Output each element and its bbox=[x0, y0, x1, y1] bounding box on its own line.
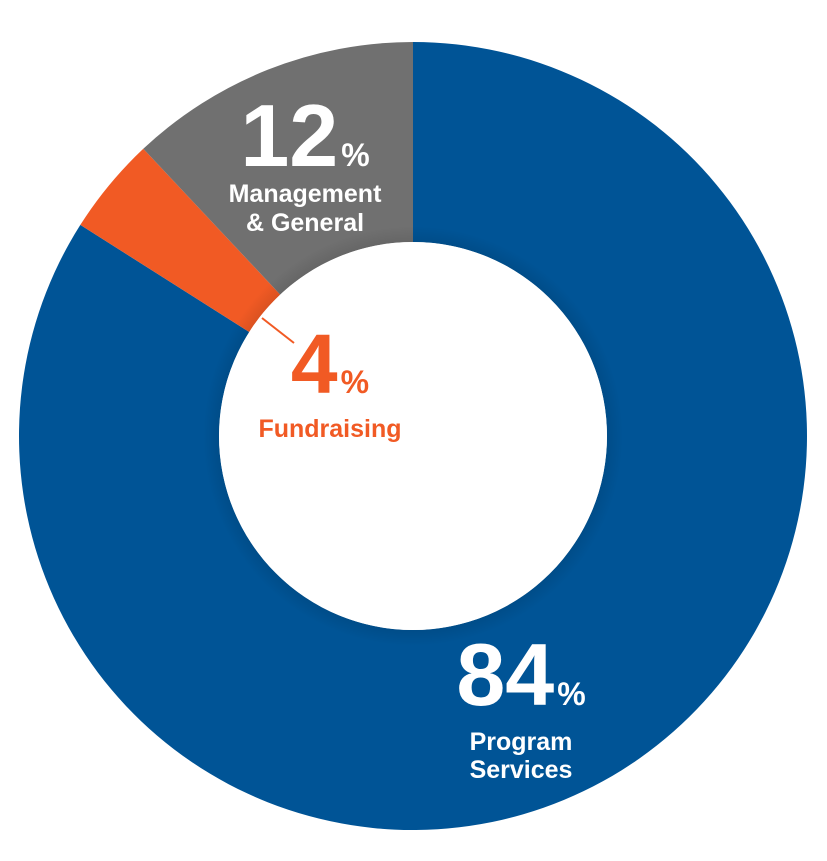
percent-sign: % bbox=[557, 676, 585, 712]
value-number: 84 bbox=[456, 625, 554, 724]
value-label-management-and-general: 12% bbox=[240, 86, 369, 185]
value-number: 12 bbox=[240, 86, 338, 185]
percent-sign: % bbox=[341, 364, 369, 400]
category-label-management-and-general: Management bbox=[229, 180, 382, 208]
label-fundraising: 4% Fundraising bbox=[258, 317, 401, 443]
slice-program-services bbox=[18, 42, 808, 831]
category-label-program-services: Services bbox=[470, 756, 573, 784]
value-label-program-services: 84% bbox=[456, 625, 585, 724]
value-label-fundraising: 4% bbox=[291, 317, 369, 411]
category-label-fundraising: Fundraising bbox=[258, 415, 401, 443]
value-number: 4 bbox=[291, 317, 338, 411]
label-management-and-general: 12%Management& General bbox=[229, 86, 382, 237]
donut-slices bbox=[18, 42, 808, 831]
fundraising-leader-line bbox=[261, 317, 295, 344]
slice-labels: 84%ProgramServices4%Fundraising12%Manage… bbox=[229, 86, 586, 784]
slice-management-and-general bbox=[143, 42, 413, 295]
slice-fundraising bbox=[80, 148, 281, 333]
category-label-program-services: Program bbox=[470, 728, 573, 756]
category-label-management-and-general: & General bbox=[246, 209, 364, 237]
donut-hole bbox=[219, 242, 607, 630]
percent-sign: % bbox=[341, 137, 369, 173]
